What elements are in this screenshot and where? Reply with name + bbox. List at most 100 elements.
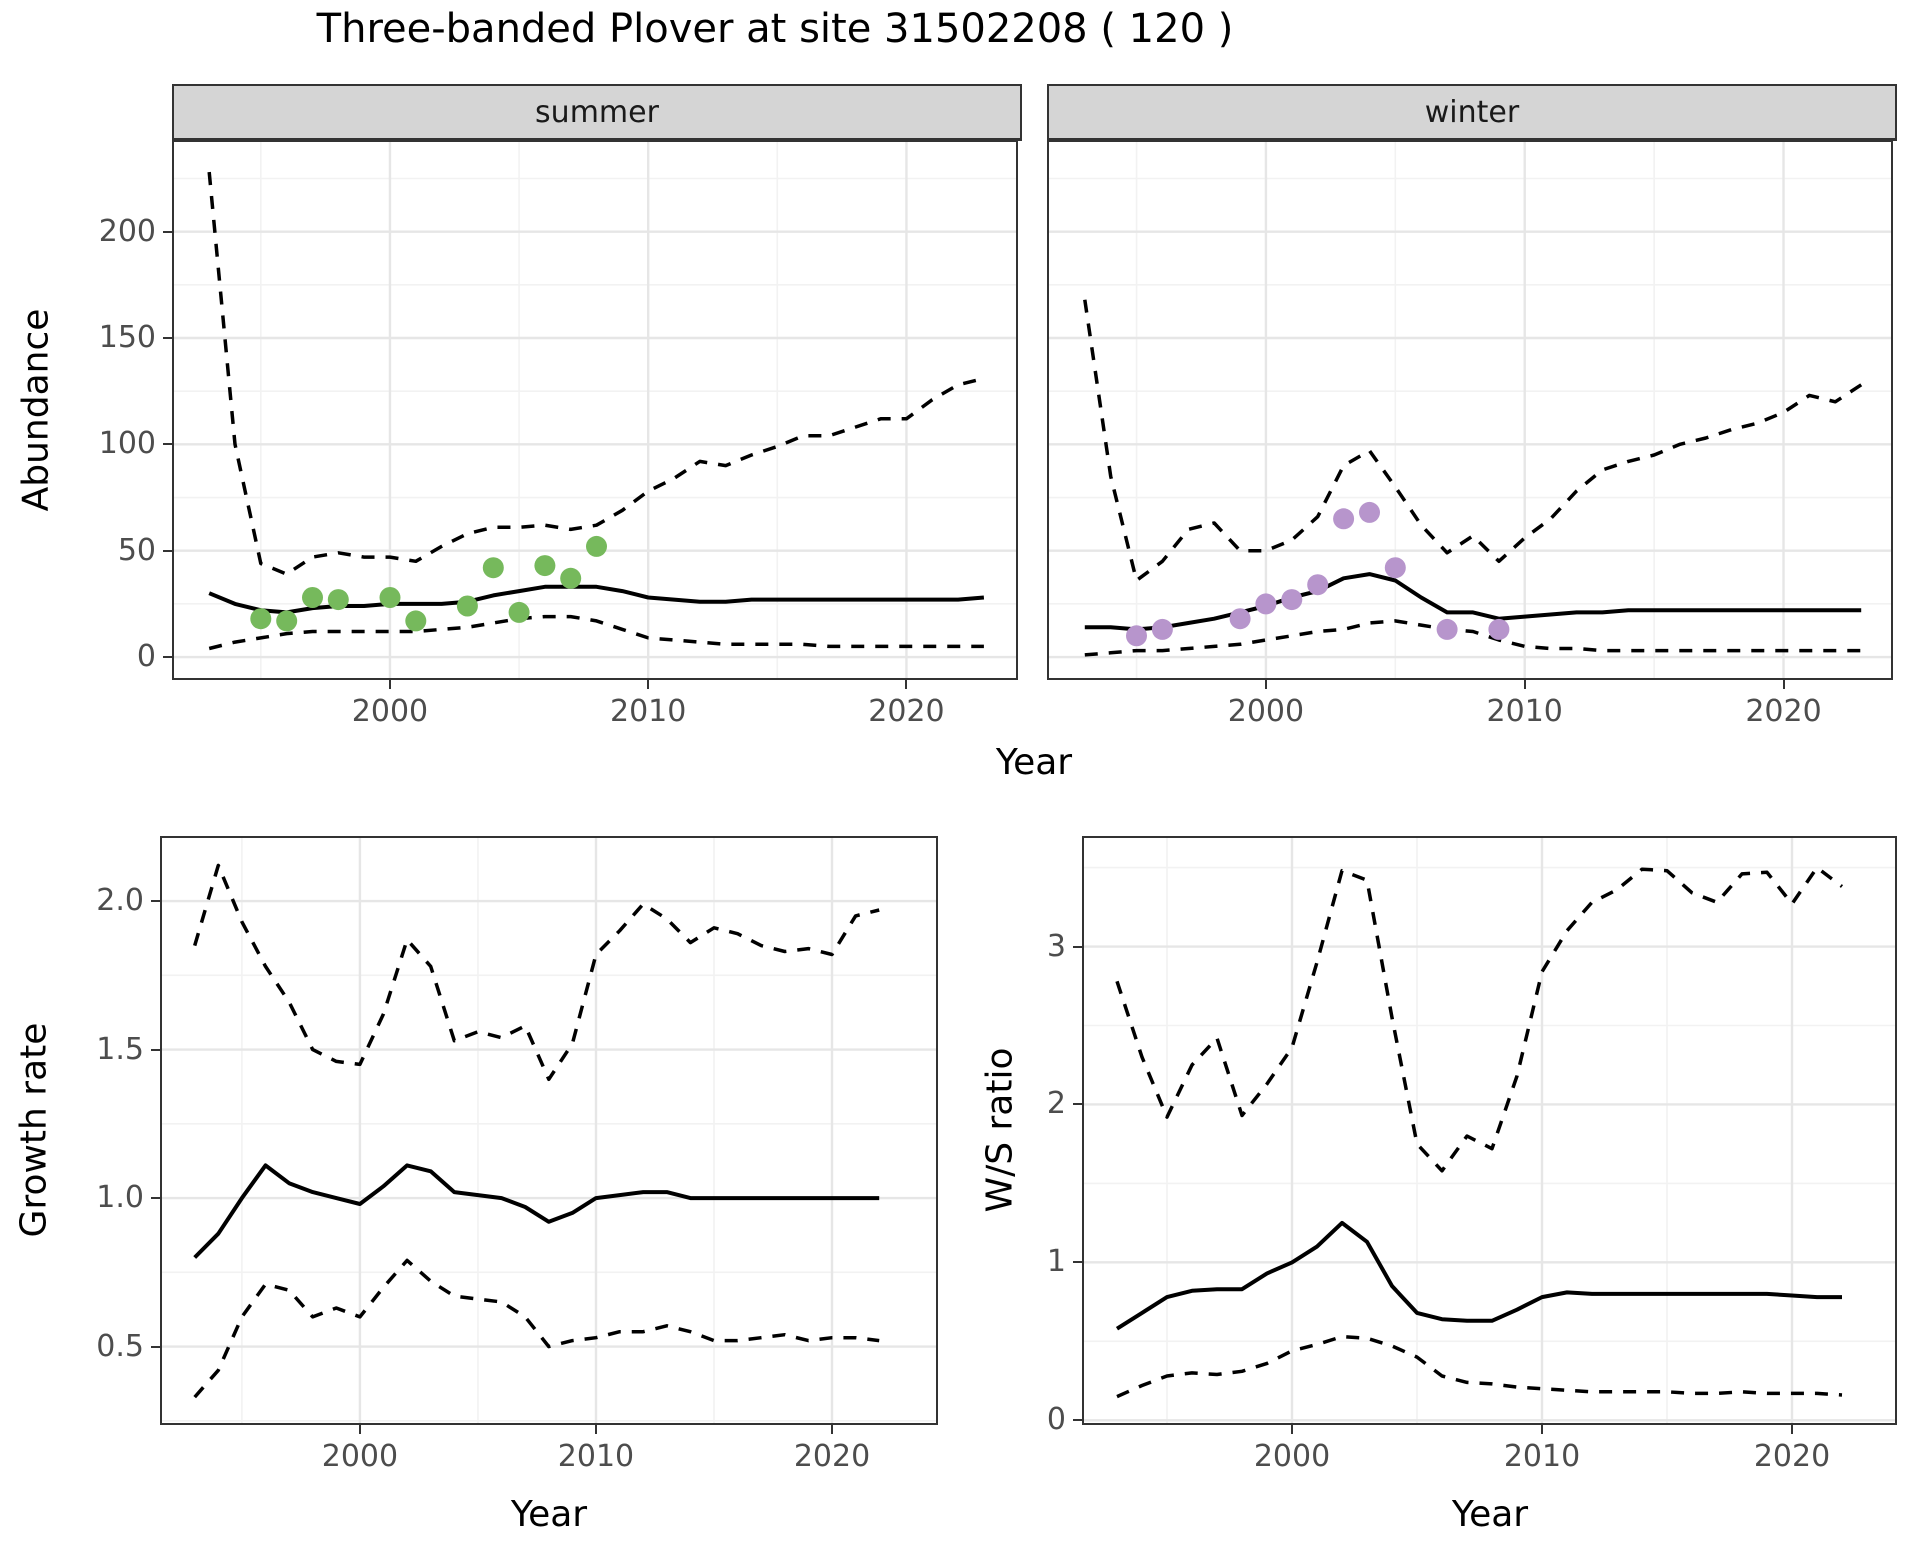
ws-ratio-estimate-line (1115, 1220, 1842, 1331)
y-axis-tick-label: 0 (1046, 1402, 1066, 1438)
abundance-winter-upper-95ci-line (1083, 299, 1863, 583)
abundance-summer-panel (172, 140, 1018, 680)
y-axis-tick (1073, 1419, 1082, 1422)
x-axis-tick-label: 2020 (1745, 694, 1822, 729)
summer-observations-point (482, 557, 504, 579)
winter-observations-point (1384, 557, 1406, 579)
x-axis-tick (358, 1425, 361, 1434)
abundance-summer-upper-95ci-line (207, 171, 985, 576)
y-axis-tick-label: 2 (1046, 1086, 1066, 1122)
x-axis-tick (1791, 1425, 1793, 1434)
y-axis-tick (151, 1197, 160, 1200)
winter-observations-point (1281, 589, 1303, 611)
y-axis-tick (163, 549, 172, 552)
summer-observations-point (534, 555, 556, 577)
summer-observations-point (327, 589, 349, 611)
summer-observations-point (560, 567, 582, 589)
x-axis-tick-label: 2010 (557, 1439, 635, 1474)
ws-ratio-plot (1082, 836, 1897, 1425)
y-axis-tick (1073, 1261, 1082, 1264)
abundance-summer-lower-95ci-line (208, 614, 984, 651)
x-axis-tick-label: 2000 (321, 1439, 399, 1474)
x-axis-tick-label: 2020 (1753, 1439, 1831, 1474)
panel-border (1047, 140, 1893, 680)
x-axis-tick-label: 2000 (1227, 694, 1305, 729)
winter-observations-point (1307, 574, 1329, 596)
x-axis-tick-label: 2000 (1253, 1439, 1331, 1474)
x-axis-tick (1291, 1425, 1293, 1434)
x-axis-tick (1782, 680, 1785, 689)
winter-observations-point (1359, 501, 1380, 523)
summer-observations-point (586, 535, 607, 557)
growth-rate-upper-95ci-line (193, 863, 880, 1082)
y-axis-tick (1073, 945, 1082, 948)
y-axis-tick (151, 900, 160, 903)
summer-observations-point (405, 610, 427, 632)
y-axis-tick (163, 656, 172, 659)
y-axis-tick (163, 443, 172, 446)
y-axis-tick (1073, 1103, 1082, 1106)
summer-observations-point (379, 587, 401, 608)
growth-rate-panel (160, 836, 938, 1425)
ws-ratio-panel (1082, 836, 1897, 1425)
y-axis-tick-label: 2.0 (96, 883, 144, 919)
winter-observations-point (1126, 625, 1147, 647)
y-axis-tick-label: 0.5 (96, 1328, 144, 1364)
summer-observations-point (302, 587, 323, 608)
y-axis-tick (163, 337, 172, 339)
ws-ratio-upper-95ci-line (1115, 865, 1844, 1173)
x-axis-title-year-bottom-left: Year (510, 1494, 588, 1535)
x-axis-tick-label: 2010 (1486, 694, 1563, 729)
abundance-summer-estimate-line (208, 584, 985, 615)
x-axis-tick (1523, 680, 1526, 689)
y-axis-tick-label: 0 (136, 639, 156, 675)
facet-strip-summer: summer (172, 84, 1022, 141)
facet-strip-winter-label: winter (1424, 94, 1520, 130)
panel-border (1082, 836, 1897, 1425)
x-axis-tick (647, 680, 650, 689)
y-axis-tick-label: 3 (1046, 928, 1066, 964)
y-axis-tick (151, 1345, 160, 1348)
winter-observations-point (1229, 608, 1251, 630)
y-axis-tick-label: 1 (1046, 1244, 1066, 1280)
x-axis-tick (905, 680, 908, 689)
growth-rate-estimate-line (193, 1163, 880, 1259)
y-axis-title-ws-ratio: W/S ratio (979, 1047, 1021, 1213)
winter-observations-point (1333, 508, 1355, 530)
y-axis-tick-label: 150 (98, 320, 156, 355)
abundance-winter-panel (1047, 140, 1893, 680)
x-axis-tick (388, 680, 391, 689)
winter-observations-point (1436, 618, 1458, 640)
x-axis-tick (594, 1425, 597, 1434)
facet-strip-winter: winter (1047, 84, 1897, 141)
ws-ratio-lower-95ci-line (1116, 1334, 1843, 1399)
winter-observations-point (1488, 618, 1510, 640)
plot-title: Three-banded Plover at site 31502208 ( 1… (316, 6, 1234, 52)
abundance-winter-plot (1047, 140, 1893, 680)
x-axis-tick-label: 2010 (1503, 1439, 1581, 1474)
panel-border (172, 140, 1018, 680)
x-axis-tick (1541, 1425, 1543, 1434)
x-axis-tick (831, 1425, 834, 1434)
winter-observations-point (1255, 593, 1277, 615)
y-axis-tick (163, 230, 172, 233)
y-axis-tick-label: 1.5 (96, 1031, 144, 1067)
summer-observations-point (276, 610, 298, 632)
y-axis-tick (151, 1048, 160, 1051)
y-axis-tick-label: 100 (98, 426, 156, 462)
summer-observations-point (250, 608, 272, 630)
y-axis-tick-label: 50 (117, 532, 156, 568)
x-axis-tick (1264, 680, 1267, 689)
facet-strip-summer-label: summer (535, 94, 659, 130)
growth-rate-plot (160, 836, 938, 1425)
panel-border (160, 836, 938, 1425)
abundance-winter-estimate-line (1084, 572, 1862, 632)
x-axis-tick-label: 2020 (793, 1439, 871, 1474)
y-axis-tick-label: 1.0 (96, 1180, 144, 1216)
y-axis-tick-label: 200 (98, 213, 156, 249)
x-axis-title-year-top: Year (995, 742, 1073, 783)
x-axis-tick-label: 2000 (351, 694, 429, 729)
x-axis-title-year-bottom-right: Year (1451, 1494, 1529, 1535)
growth-rate-lower-95ci-line (193, 1258, 880, 1399)
